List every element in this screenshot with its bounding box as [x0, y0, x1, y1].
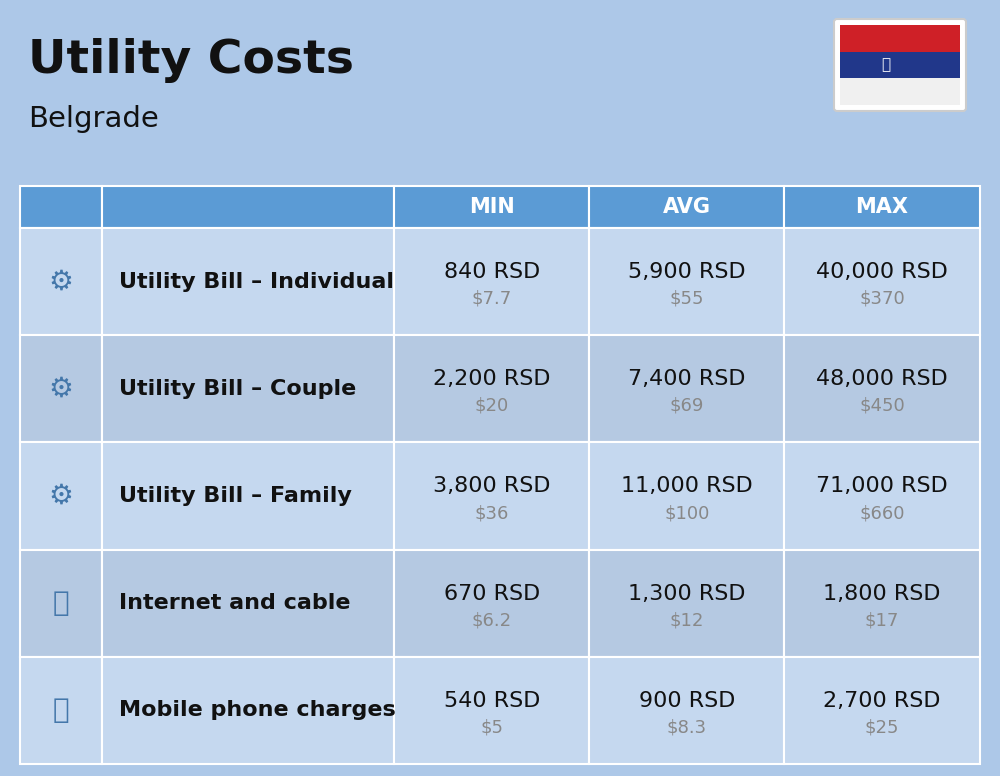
- Text: $36: $36: [475, 504, 509, 522]
- Text: 71,000 RSD: 71,000 RSD: [816, 476, 948, 497]
- Bar: [589, 335, 784, 442]
- Bar: [840, 78, 960, 105]
- Bar: [840, 52, 960, 78]
- Bar: [784, 335, 980, 442]
- Text: Utility Bill – Couple: Utility Bill – Couple: [119, 379, 356, 399]
- Text: MIN: MIN: [469, 197, 515, 217]
- Bar: [102, 656, 394, 764]
- Bar: [394, 442, 589, 549]
- Text: 670 RSD: 670 RSD: [444, 584, 540, 604]
- Text: $17: $17: [865, 611, 899, 629]
- Text: $100: $100: [664, 504, 709, 522]
- Text: $5: $5: [480, 719, 503, 736]
- Text: $7.7: $7.7: [472, 289, 512, 308]
- Text: Internet and cable: Internet and cable: [119, 593, 351, 613]
- Text: 2,200 RSD: 2,200 RSD: [433, 369, 551, 389]
- FancyBboxPatch shape: [834, 19, 966, 111]
- Text: $12: $12: [670, 611, 704, 629]
- Bar: [102, 228, 394, 335]
- Text: AVG: AVG: [663, 197, 711, 217]
- Bar: [589, 228, 784, 335]
- Text: Belgrade: Belgrade: [28, 105, 159, 133]
- Text: 900 RSD: 900 RSD: [639, 691, 735, 711]
- Text: $20: $20: [475, 397, 509, 415]
- Text: $25: $25: [865, 719, 899, 736]
- Text: $370: $370: [859, 289, 905, 308]
- Bar: [20, 335, 102, 442]
- Text: 11,000 RSD: 11,000 RSD: [621, 476, 753, 497]
- Bar: [20, 186, 102, 228]
- Bar: [394, 656, 589, 764]
- Text: ⚙: ⚙: [48, 375, 73, 403]
- Bar: [840, 25, 960, 52]
- Bar: [784, 186, 980, 228]
- Text: 540 RSD: 540 RSD: [444, 691, 540, 711]
- Bar: [784, 549, 980, 656]
- Bar: [589, 442, 784, 549]
- Text: Utility Bill – Family: Utility Bill – Family: [119, 486, 352, 506]
- Text: 📡: 📡: [52, 589, 69, 617]
- Text: MAX: MAX: [856, 197, 909, 217]
- Text: $8.3: $8.3: [667, 719, 707, 736]
- Bar: [394, 228, 589, 335]
- Text: 840 RSD: 840 RSD: [444, 262, 540, 282]
- Bar: [784, 442, 980, 549]
- Bar: [34, 362, 87, 415]
- Text: Mobile phone charges: Mobile phone charges: [119, 701, 396, 720]
- Bar: [34, 684, 87, 737]
- Text: 1,800 RSD: 1,800 RSD: [823, 584, 941, 604]
- Bar: [20, 549, 102, 656]
- Text: ⚙: ⚙: [48, 482, 73, 510]
- Bar: [102, 549, 394, 656]
- Bar: [784, 228, 980, 335]
- Bar: [20, 228, 102, 335]
- Text: 40,000 RSD: 40,000 RSD: [816, 262, 948, 282]
- Text: 📱: 📱: [52, 696, 69, 725]
- Text: ⚙: ⚙: [48, 268, 73, 296]
- Bar: [589, 656, 784, 764]
- Bar: [34, 469, 87, 522]
- Text: 5,900 RSD: 5,900 RSD: [628, 262, 746, 282]
- Bar: [102, 335, 394, 442]
- Text: 7,400 RSD: 7,400 RSD: [628, 369, 745, 389]
- Bar: [589, 549, 784, 656]
- Bar: [394, 335, 589, 442]
- Bar: [34, 577, 87, 629]
- Text: $6.2: $6.2: [472, 611, 512, 629]
- Text: $55: $55: [669, 289, 704, 308]
- Bar: [394, 549, 589, 656]
- Text: 1,300 RSD: 1,300 RSD: [628, 584, 745, 604]
- Text: 48,000 RSD: 48,000 RSD: [816, 369, 948, 389]
- Bar: [394, 186, 589, 228]
- Bar: [784, 656, 980, 764]
- Text: Utility Bill – Individual: Utility Bill – Individual: [119, 272, 394, 292]
- Bar: [589, 186, 784, 228]
- Bar: [34, 255, 87, 308]
- Text: $69: $69: [670, 397, 704, 415]
- Bar: [20, 656, 102, 764]
- Text: $660: $660: [859, 504, 905, 522]
- Bar: [20, 442, 102, 549]
- Bar: [102, 442, 394, 549]
- Text: Utility Costs: Utility Costs: [28, 38, 354, 83]
- Text: 2,700 RSD: 2,700 RSD: [823, 691, 941, 711]
- Text: 3,800 RSD: 3,800 RSD: [433, 476, 551, 497]
- Text: $450: $450: [859, 397, 905, 415]
- Bar: [102, 186, 394, 228]
- Text: 🛡: 🛡: [881, 57, 890, 72]
